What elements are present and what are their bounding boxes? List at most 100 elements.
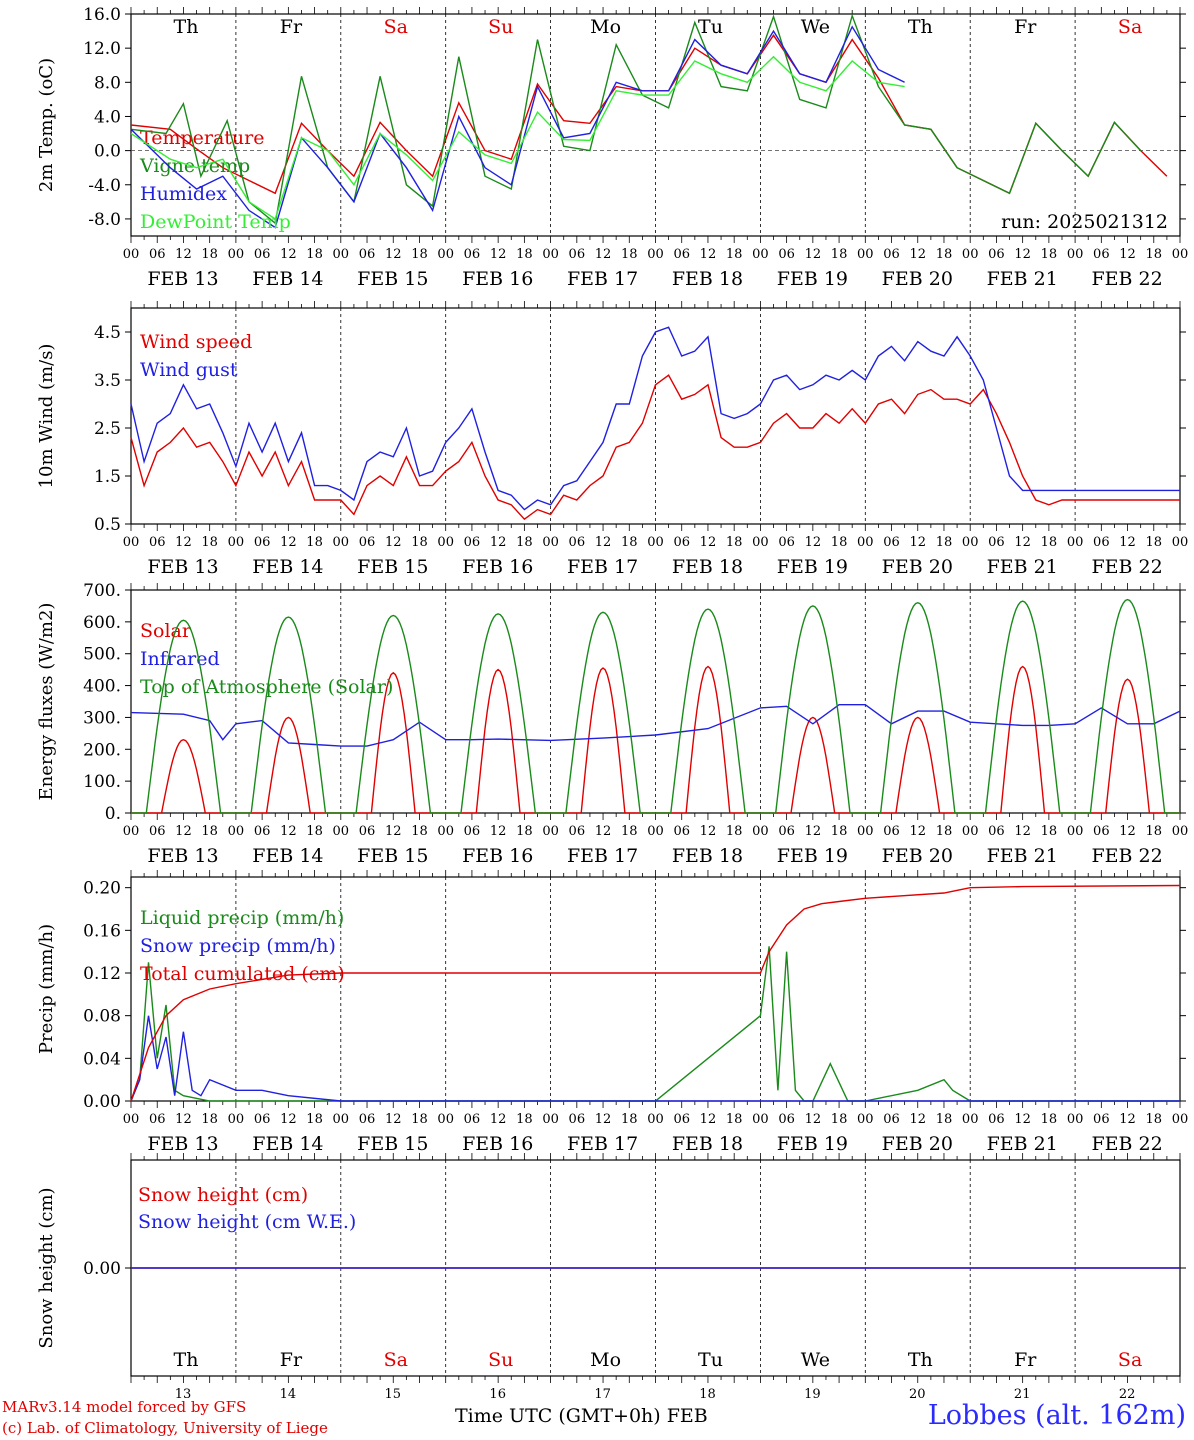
hour-label: 00 <box>437 535 454 550</box>
date-label: FEB 13 <box>147 845 218 867</box>
hour-label: 12 <box>700 1112 717 1127</box>
day-name: Mo <box>590 16 621 38</box>
hour-label: 00 <box>752 247 769 262</box>
hour-label: 12 <box>1119 1112 1136 1127</box>
hour-label: 12 <box>805 535 822 550</box>
time-axis-text: Time UTC (GMT+0h) <box>455 1405 661 1427</box>
date-label: FEB 17 <box>567 1133 638 1155</box>
hour-label: 00 <box>647 535 664 550</box>
legend-entry: Vigne temp <box>139 155 250 177</box>
hour-label: 12 <box>700 535 717 550</box>
y-tick-label: -8.0 <box>88 210 121 230</box>
legend-entry: Temperature <box>140 127 264 149</box>
hour-label: 18 <box>621 824 638 839</box>
series-line <box>130 55 905 220</box>
series-line <box>130 884 1181 1102</box>
hour-label: 12 <box>595 535 612 550</box>
date-label: FEB 21 <box>987 556 1058 578</box>
hour-label: 00 <box>647 824 664 839</box>
hour-label: 06 <box>1093 535 1110 550</box>
hour-label: 00 <box>437 824 454 839</box>
hour-label: 18 <box>201 247 218 262</box>
date-label: FEB 21 <box>987 1133 1058 1155</box>
hour-label: 00 <box>1172 824 1189 839</box>
hour-label: 06 <box>1093 247 1110 262</box>
y-axis-label: 2m Temp. (oC) <box>36 58 57 192</box>
date-label: FEB 20 <box>882 1133 953 1155</box>
day-name: Sa <box>384 1349 408 1371</box>
hour-label: 18 <box>516 1112 533 1127</box>
hour-label: 18 <box>411 247 428 262</box>
date-label: FEB 16 <box>462 1133 533 1155</box>
hour-label: 18 <box>1146 535 1163 550</box>
day-name: Fr <box>1014 16 1037 38</box>
hour-label: 12 <box>909 535 926 550</box>
legend-entry: DewPoint Temp <box>140 211 291 233</box>
plot-frame <box>130 589 1181 814</box>
hour-label: 06 <box>464 824 481 839</box>
hour-label: 18 <box>516 247 533 262</box>
day-name: Sa <box>384 16 408 38</box>
y-tick-label: 4.0 <box>94 107 121 127</box>
date-label: FEB 15 <box>357 845 428 867</box>
hour-label: 00 <box>647 1112 664 1127</box>
y-tick-label: 1.5 <box>94 467 121 487</box>
date-label: FEB 18 <box>672 845 743 867</box>
hour-label: 18 <box>621 535 638 550</box>
hour-label: 06 <box>464 1112 481 1127</box>
hour-label: 18 <box>726 824 743 839</box>
hour-label: 18 <box>1041 247 1058 262</box>
hour-label: 00 <box>437 247 454 262</box>
y-tick-label: 0.5 <box>94 515 121 535</box>
hour-label: 12 <box>280 824 297 839</box>
date-label: FEB 13 <box>147 1133 218 1155</box>
hour-label: 12 <box>1119 247 1136 262</box>
date-label: FEB 16 <box>462 556 533 578</box>
hour-label: 18 <box>411 824 428 839</box>
hour-label: 00 <box>647 247 664 262</box>
hour-label: 00 <box>1067 535 1084 550</box>
y-tick-label: 400. <box>83 677 121 697</box>
hour-label: 12 <box>1014 247 1031 262</box>
hour-label: 18 <box>411 1112 428 1127</box>
hour-label: 00 <box>542 535 559 550</box>
y-tick-label: 8.0 <box>94 73 121 93</box>
hour-label: 18 <box>306 535 323 550</box>
date-label: FEB 21 <box>987 845 1058 867</box>
day-name: Th <box>174 16 199 38</box>
hour-label: 00 <box>437 1112 454 1127</box>
hour-label: 00 <box>123 824 140 839</box>
hour-label: 06 <box>673 535 690 550</box>
hour-label: 06 <box>254 824 271 839</box>
day-number: 16 <box>489 1387 506 1402</box>
date-label: FEB 20 <box>882 556 953 578</box>
y-tick-label: 12.0 <box>83 39 121 59</box>
hour-label: 00 <box>333 535 350 550</box>
run-label: run: 2025021312 <box>1001 211 1168 233</box>
hour-label: 00 <box>962 535 979 550</box>
hour-label: 06 <box>883 247 900 262</box>
day-name: Th <box>908 1349 933 1371</box>
hour-label: 06 <box>254 1112 271 1127</box>
hour-label: 18 <box>936 535 953 550</box>
hour-label: 06 <box>464 535 481 550</box>
date-label: FEB 22 <box>1091 556 1162 578</box>
y-tick-label: 200. <box>83 740 121 760</box>
time-axis-label: Time UTC (GMT+0h) FEB <box>455 1405 708 1427</box>
hour-label: 06 <box>464 247 481 262</box>
hour-label: 06 <box>149 1112 166 1127</box>
series-line <box>130 704 1181 747</box>
hour-label: 12 <box>595 824 612 839</box>
hour-label: 00 <box>1172 535 1189 550</box>
hour-label: 18 <box>621 1112 638 1127</box>
hour-label: 18 <box>726 1112 743 1127</box>
series-line <box>130 946 1180 1102</box>
hour-label: 12 <box>1014 1112 1031 1127</box>
y-tick-label: 600. <box>83 613 121 633</box>
legend-entry: Snow height (cm) <box>138 1184 308 1206</box>
hour-label: 06 <box>1093 824 1110 839</box>
hour-label: 12 <box>385 1112 402 1127</box>
date-label: FEB 22 <box>1091 268 1162 290</box>
hour-label: 18 <box>726 535 743 550</box>
